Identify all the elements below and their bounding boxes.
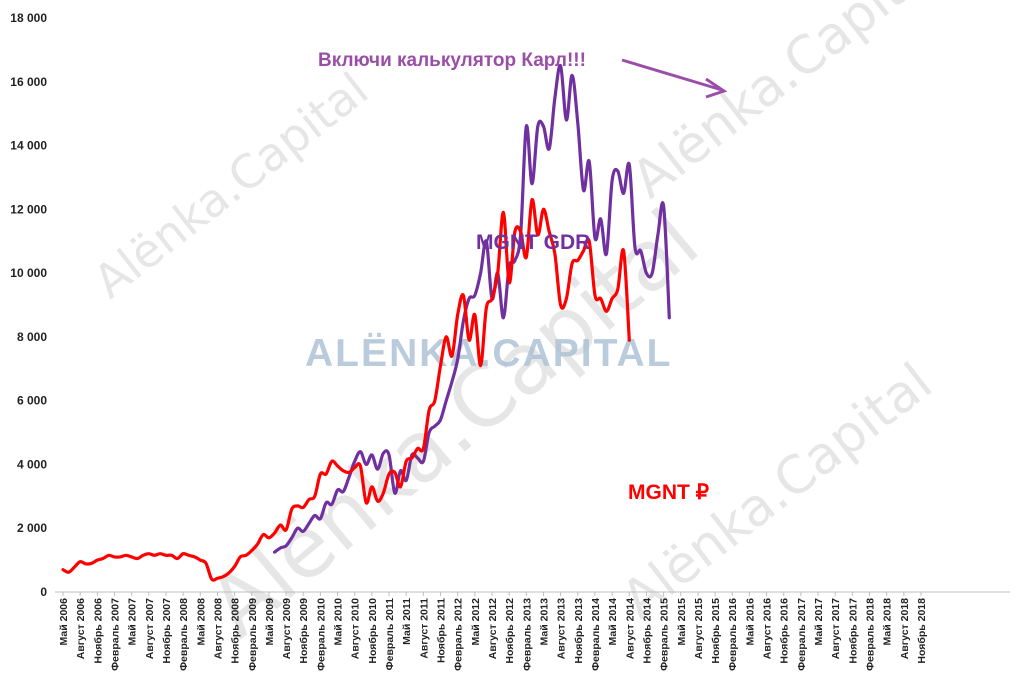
x-tick-label: Май 2015 xyxy=(676,598,688,646)
y-tick-label: 18 000 xyxy=(10,11,47,25)
x-tick-label: Август 2009 xyxy=(281,598,293,659)
y-tick-label: 0 xyxy=(40,585,47,599)
x-tick-label: Май 2011 xyxy=(401,598,413,645)
x-tick-label: Ноябрь 2012 xyxy=(504,598,516,664)
x-tick-label: Февраль 2018 xyxy=(865,598,877,671)
x-tick-label: Ноябрь 2017 xyxy=(847,598,859,664)
x-tick-label: Февраль 2010 xyxy=(315,598,327,671)
x-tick-label: Август 2018 xyxy=(899,598,911,659)
y-tick-label: 8 000 xyxy=(17,330,47,344)
x-tick-label: Ноябрь 2009 xyxy=(298,598,310,664)
watermark-group: Alёnka.Capital Alёnka.Capital Alёnka.Cap… xyxy=(84,0,954,655)
x-tick-label: Февраль 2014 xyxy=(590,598,602,671)
x-tick-label: Август 2016 xyxy=(762,598,774,659)
x-tick-label: Август 2010 xyxy=(350,598,362,659)
x-tick-label: Август 2015 xyxy=(693,598,705,659)
x-tick-label: Ноябрь 2018 xyxy=(916,598,928,664)
y-tick-label: 12 000 xyxy=(10,202,47,216)
x-tick-label: Май 2006 xyxy=(58,598,70,646)
x-tick-label: Ноябрь 2006 xyxy=(92,598,104,664)
x-tick-label: Ноябрь 2015 xyxy=(710,598,722,664)
y-tick-label: 10 000 xyxy=(10,266,47,280)
x-tick-label: Ноябрь 2011 xyxy=(436,598,448,663)
y-tick-label: 6 000 xyxy=(17,394,47,408)
x-tick-label: Май 2008 xyxy=(195,598,207,646)
series-layer xyxy=(61,63,671,582)
x-tick-label: Август 2006 xyxy=(75,598,87,659)
watermark-banner: ALЁNKA.CAPITAL xyxy=(305,332,673,375)
watermark-diagonal-1: Alёnka.Capital xyxy=(84,62,379,309)
x-tick-label: Август 2013 xyxy=(556,598,568,659)
x-tick-label: Февраль 2009 xyxy=(247,598,259,671)
series-line-mgnt-gdr xyxy=(273,63,671,554)
x-tick-label: Февраль 2008 xyxy=(178,598,190,671)
x-tick-label: Август 2012 xyxy=(487,598,499,659)
x-tick-label: Февраль 2016 xyxy=(727,598,739,671)
x-tick-label: Февраль 2012 xyxy=(453,598,465,671)
annotation-calculator: Включи калькулятор Карл!!! xyxy=(318,50,586,71)
x-tick-label: Август 2008 xyxy=(212,598,224,659)
x-tick-label: Май 2017 xyxy=(813,598,825,646)
x-tick-label: Ноябрь 2007 xyxy=(161,598,173,664)
y-tick-label: 2 000 xyxy=(17,521,47,535)
x-tick-label: Февраль 2015 xyxy=(659,598,671,671)
x-tick-label: Ноябрь 2010 xyxy=(367,598,379,664)
annotation-arrow xyxy=(621,58,728,99)
x-tick-label: Ноябрь 2013 xyxy=(573,598,585,664)
x-tick-label: Ноябрь 2016 xyxy=(779,598,791,664)
x-tick-label: Август 2014 xyxy=(624,598,636,659)
label-mgnt-rub: MGNT ₽ xyxy=(628,481,710,504)
y-tick-label: 14 000 xyxy=(10,139,47,153)
x-tick-label: Май 2013 xyxy=(538,598,550,646)
x-tick-label: Май 2012 xyxy=(470,598,482,646)
y-tick-label: 16 000 xyxy=(10,75,47,89)
x-tick-label: Февраль 2017 xyxy=(796,598,808,671)
x-tick-label: Май 2007 xyxy=(127,598,139,646)
y-tick-label: 4 000 xyxy=(17,457,47,471)
x-tick-label: Август 2017 xyxy=(830,598,842,659)
label-mgnt-gdr: MGNT GDR xyxy=(476,231,590,254)
x-tick-label: Август 2011 xyxy=(418,598,430,659)
x-axis: Май 2006 Август 2006 Ноябрь 2006 Февраль 20… xyxy=(58,592,928,671)
x-tick-label: Май 2010 xyxy=(333,598,345,646)
x-tick-label: Ноябрь 2008 xyxy=(230,598,242,664)
x-tick-label: Февраль 2007 xyxy=(109,598,121,671)
x-tick-label: Февраль 2013 xyxy=(521,598,533,671)
series-line-mgnt-rub xyxy=(61,198,631,582)
x-tick-label: Май 2009 xyxy=(264,598,276,646)
watermark-diagonal-3: Alёnka.Capital xyxy=(621,0,953,210)
x-tick-label: Май 2014 xyxy=(607,598,619,646)
x-tick-label: Август 2007 xyxy=(144,598,156,659)
x-tick-label: Ноябрь 2014 xyxy=(641,598,653,664)
x-tick-label: Май 2016 xyxy=(744,598,756,646)
y-axis: 0 2 000 4 000 6 000 8 000 10 000 12 000 14 000 1… xyxy=(10,11,47,599)
x-tick-label: Февраль 2011 xyxy=(384,598,396,670)
x-tick-label: Май 2018 xyxy=(882,598,894,646)
